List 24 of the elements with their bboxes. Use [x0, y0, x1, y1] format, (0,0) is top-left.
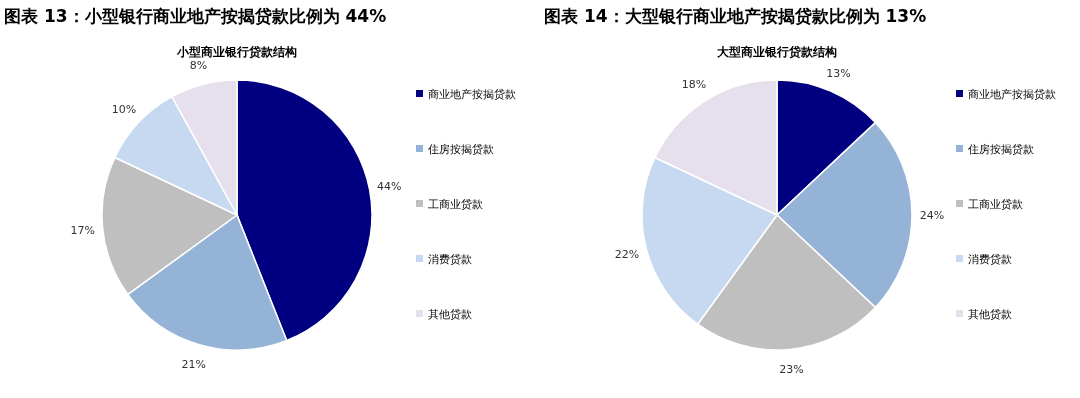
data-label: 24%	[919, 209, 945, 222]
data-label: 21%	[181, 357, 206, 371]
data-label: 13%	[826, 66, 851, 80]
legend-label: 商业地产按揭贷款	[428, 88, 516, 101]
legend-label: 其他贷款	[968, 308, 1012, 321]
chart-subtitle: 大型商业银行贷款结构	[717, 45, 837, 59]
data-label: 17%	[70, 223, 95, 237]
chart-title: 图表 14：大型银行商业地产按揭贷款比例为 13%	[544, 6, 927, 26]
chart-subtitle: 小型商业银行贷款结构	[176, 45, 297, 59]
legend-label: 消费贷款	[428, 253, 472, 266]
data-label: 8%	[189, 58, 208, 72]
data-label: 18%	[681, 78, 707, 92]
legend-label: 消费贷款	[968, 253, 1012, 266]
legend-label: 工商业贷款	[428, 198, 483, 211]
data-label: 44%	[377, 179, 402, 193]
legend-label: 工商业贷款	[968, 198, 1023, 211]
data-label: 10%	[111, 102, 137, 116]
legend-label: 商业地产按揭贷款	[968, 88, 1056, 101]
data-label: 23%	[779, 363, 804, 377]
legend-label: 住房按揭贷款	[968, 143, 1034, 156]
chart-title: 图表 13：小型银行商业地产按揭贷款比例为 44%	[4, 6, 387, 26]
legend-label: 其他贷款	[428, 308, 472, 321]
legend-label: 住房按揭贷款	[428, 143, 494, 156]
data-label: 22%	[614, 247, 640, 261]
